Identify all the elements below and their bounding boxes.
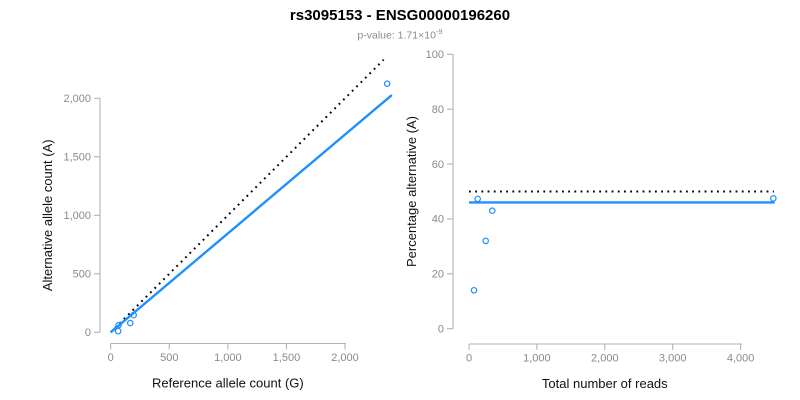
y-axis-label: Alternative allele count (A): [40, 139, 55, 291]
y-tick-label: 80: [432, 104, 444, 116]
data-point: [470, 286, 478, 294]
data-point: [126, 319, 134, 327]
y-tick-label: 1,000: [63, 210, 91, 222]
data-point: [115, 321, 122, 329]
data-point: [474, 195, 481, 203]
x-tick-label: 2,000: [591, 353, 619, 365]
x-tick-label: 0: [108, 352, 114, 364]
data-point: [383, 80, 391, 87]
x-tick-label: 4,000: [727, 353, 755, 365]
figure-title: rs3095153 - ENSG00000196260: [289, 7, 511, 24]
pvalue-exponent: -9: [435, 27, 443, 36]
x-tick-label: 1,000: [523, 353, 551, 365]
data-point: [114, 327, 122, 335]
data-point: [130, 311, 137, 319]
y-tick-label: 100: [426, 49, 444, 61]
x-axis-label: Reference allele count (G): [152, 376, 304, 391]
x-tick-label: 0: [466, 353, 472, 365]
x-tick-label: 1,500: [273, 352, 301, 364]
x-tick-label: 3,000: [659, 353, 687, 365]
x-tick-label: 500: [160, 352, 178, 364]
y-tick-label: 0: [438, 324, 444, 336]
x-tick-label: 2,000: [331, 352, 359, 364]
fit-line: [109, 94, 393, 334]
y-tick-label: 40: [432, 214, 444, 226]
data-point: [482, 237, 490, 245]
x-tick-label: 1,000: [214, 352, 242, 364]
data-point: [770, 195, 777, 202]
y-tick-label: 500: [73, 269, 91, 281]
y-tick-label: 1,500: [63, 152, 91, 164]
left-scatter-plot: 0 500 1,000 1,500 2,000 0 500 1,000 1,500 2,000 Re…: [40, 58, 393, 391]
right-scatter-plot: 0 20 40 60 80 100 0 1,000 2,000 3,000 4,000 Total n…: [404, 49, 777, 391]
y-tick-label: 60: [432, 159, 444, 171]
x-axis-label: Total number of reads: [542, 376, 668, 391]
data-point: [488, 207, 496, 215]
y-tick-label: 20: [432, 269, 444, 281]
title-block: rs3095153 - ENSG00000196260 p-value: 1.7…: [0, 7, 800, 42]
y-tick-label: 0: [85, 327, 91, 339]
figure-subtitle: p-value: 1.71×10-9: [0, 27, 800, 42]
identity-line: [109, 58, 385, 334]
pvalue-text: p-value: 1.71×10: [357, 29, 436, 42]
y-axis-label: Percentage alternative (A): [404, 116, 419, 267]
y-tick-label: 2,000: [63, 93, 91, 105]
